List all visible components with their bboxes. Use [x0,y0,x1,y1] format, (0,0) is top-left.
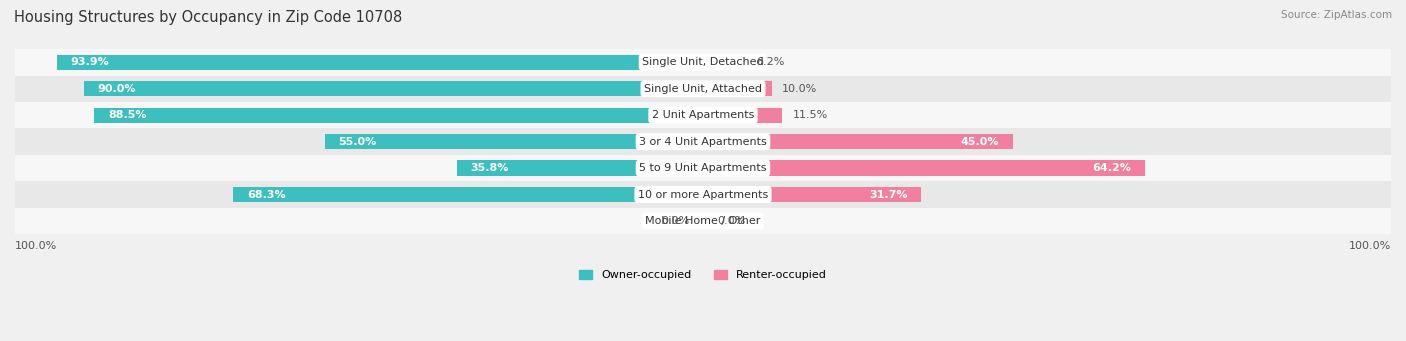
Text: Source: ZipAtlas.com: Source: ZipAtlas.com [1281,10,1392,20]
Text: 11.5%: 11.5% [793,110,828,120]
Bar [15,181,1391,208]
Text: 5 to 9 Unit Apartments: 5 to 9 Unit Apartments [640,163,766,173]
Text: 68.3%: 68.3% [247,190,285,199]
Text: Single Unit, Attached: Single Unit, Attached [644,84,762,94]
Bar [15,129,1391,155]
Bar [703,134,1012,149]
Text: 93.9%: 93.9% [70,57,110,67]
Text: Housing Structures by Occupancy in Zip Code 10708: Housing Structures by Occupancy in Zip C… [14,10,402,25]
Text: 64.2%: 64.2% [1092,163,1130,173]
Bar [15,155,1391,181]
Text: Single Unit, Detached: Single Unit, Detached [643,57,763,67]
Bar [325,134,703,149]
Text: 10.0%: 10.0% [782,84,817,94]
Text: 0.0%: 0.0% [661,216,689,226]
Text: 45.0%: 45.0% [960,137,998,147]
Bar [703,81,772,97]
Text: 31.7%: 31.7% [869,190,907,199]
Text: 2 Unit Apartments: 2 Unit Apartments [652,110,754,120]
Bar [84,81,703,97]
Bar [94,107,703,123]
Bar [703,107,782,123]
Text: 10 or more Apartments: 10 or more Apartments [638,190,768,199]
Bar [15,102,1391,129]
Legend: Owner-occupied, Renter-occupied: Owner-occupied, Renter-occupied [579,270,827,280]
Bar [703,55,745,70]
Text: 100.0%: 100.0% [1348,241,1391,251]
Text: 0.0%: 0.0% [717,216,745,226]
Bar [15,49,1391,76]
Text: 88.5%: 88.5% [108,110,146,120]
Bar [15,76,1391,102]
Bar [58,55,703,70]
Bar [233,187,703,202]
Bar [703,187,921,202]
Text: 100.0%: 100.0% [15,241,58,251]
Bar [15,208,1391,234]
Text: 3 or 4 Unit Apartments: 3 or 4 Unit Apartments [640,137,766,147]
Text: 6.2%: 6.2% [756,57,785,67]
Text: Mobile Home / Other: Mobile Home / Other [645,216,761,226]
Text: 55.0%: 55.0% [339,137,377,147]
Text: 90.0%: 90.0% [97,84,136,94]
Bar [703,160,1144,176]
Bar [457,160,703,176]
Text: 35.8%: 35.8% [471,163,509,173]
